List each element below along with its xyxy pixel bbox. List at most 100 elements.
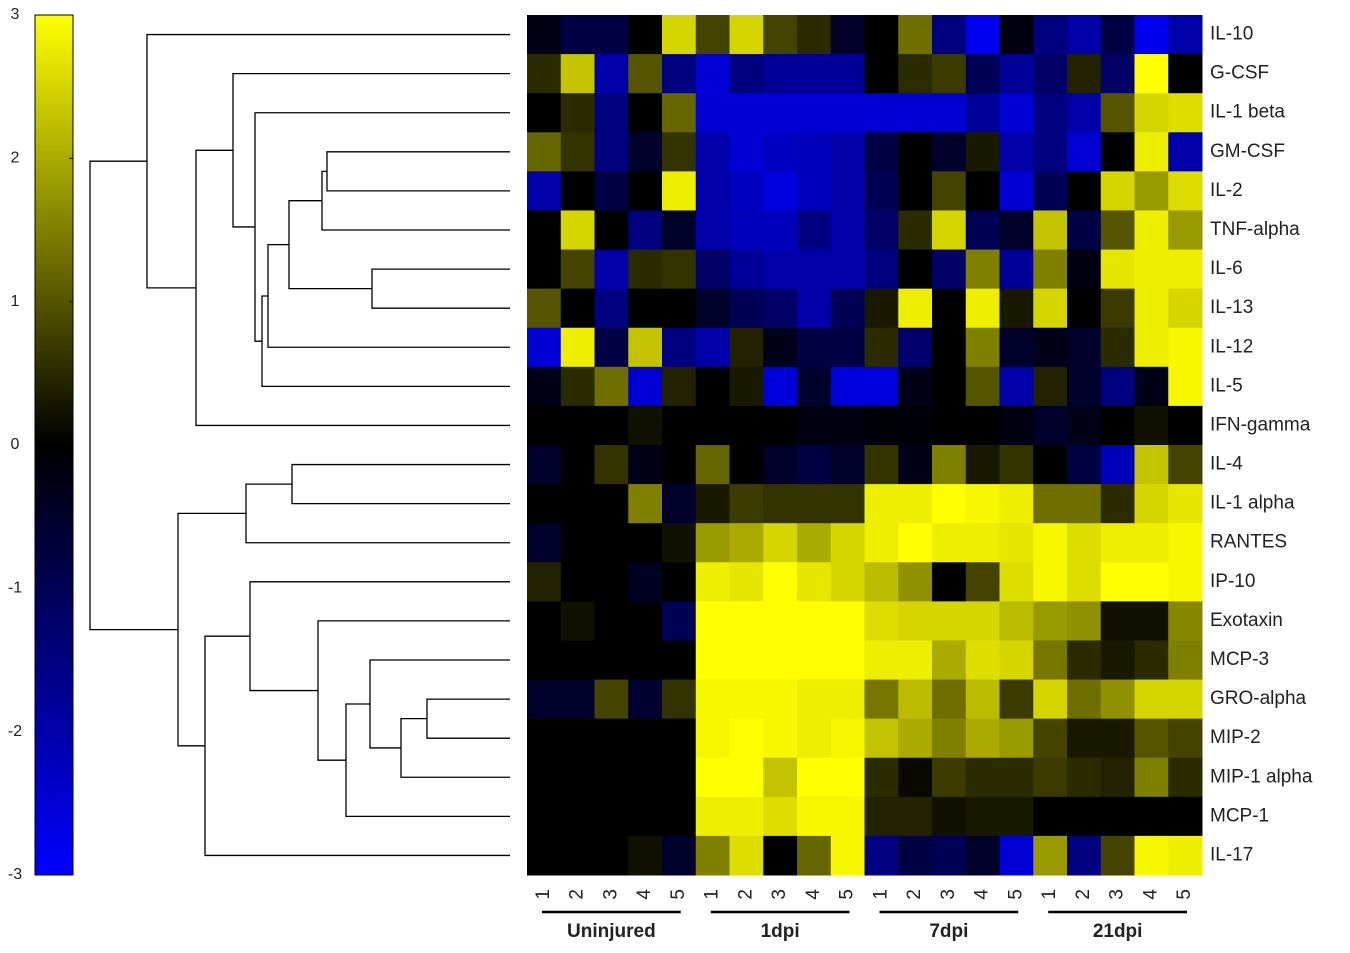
heatmap-cell	[864, 757, 899, 798]
heatmap-cell	[1067, 718, 1102, 759]
heatmap-cell	[864, 484, 899, 524]
heatmap-cell	[729, 15, 764, 55]
heatmap-cell	[1033, 327, 1068, 368]
heatmap-cell	[763, 15, 798, 55]
heatmap-cell	[830, 210, 865, 251]
heatmap-cell	[729, 288, 764, 329]
heatmap-cell	[965, 93, 1000, 133]
heatmap-cell	[830, 796, 865, 837]
heatmap-cell	[1100, 15, 1135, 55]
heatmap-cell	[830, 249, 865, 290]
heatmap-cell	[695, 327, 730, 368]
heatmap-cell	[965, 484, 1000, 524]
heatmap-cell	[932, 796, 967, 837]
heatmap-cell	[695, 210, 730, 251]
heatmap-cell	[1134, 757, 1169, 798]
colorbar	[34, 14, 74, 876]
heatmap-cell	[1168, 640, 1203, 681]
column-label: 1	[702, 889, 723, 900]
dendrogram-branch	[267, 244, 510, 348]
heatmap-cell	[594, 54, 629, 94]
dendrogram-branch	[146, 33, 510, 289]
heatmap-cell	[594, 132, 629, 172]
heatmap-cell	[1100, 171, 1135, 211]
heatmap-cell	[763, 445, 798, 485]
heatmap-cell	[662, 640, 697, 681]
heatmap-cell	[1134, 210, 1169, 251]
heatmap-cell	[965, 405, 1000, 446]
column-label: 4	[972, 889, 993, 900]
heatmap-cell	[1100, 601, 1135, 641]
group-label: 7dpi	[929, 921, 968, 942]
heatmap-cell	[662, 445, 697, 485]
heatmap-cell	[560, 718, 595, 759]
heatmap-cell	[864, 132, 899, 172]
heatmap-cell	[560, 366, 595, 407]
dendrogram-branch	[261, 295, 510, 388]
heatmap-cell	[1168, 601, 1203, 641]
heatmap-cell	[999, 405, 1034, 446]
heatmap-cell	[999, 757, 1034, 798]
heatmap-cell	[864, 288, 899, 329]
heatmap-cell	[1168, 445, 1203, 485]
heatmap-cell	[898, 484, 933, 524]
heatmap-cell	[898, 15, 933, 55]
dendrogram-branch	[204, 635, 510, 857]
heatmap-cell	[965, 132, 1000, 172]
heatmap-cell	[527, 210, 562, 251]
heatmap-cell	[999, 210, 1034, 251]
heatmap-cell	[662, 249, 697, 290]
heatmap-cell	[662, 718, 697, 759]
heatmap-cell	[830, 757, 865, 798]
heatmap-cell	[594, 15, 629, 55]
row-label: IP-10	[1210, 571, 1255, 592]
heatmap-cell	[594, 718, 629, 759]
heatmap-cell	[560, 601, 595, 641]
heatmap-cell	[1067, 15, 1102, 55]
dendrogram-branch	[291, 463, 510, 505]
heatmap-cell	[898, 132, 933, 172]
heatmap-cell	[898, 54, 933, 94]
column-label: 2	[904, 889, 925, 900]
heatmap-cell	[797, 327, 832, 368]
column-label: 2	[735, 889, 756, 900]
heatmap-cell	[830, 601, 865, 641]
heatmap-cell	[527, 132, 562, 172]
row-label: GRO-alpha	[1210, 688, 1307, 709]
row-label: IL-10	[1210, 24, 1253, 45]
heatmap-cell	[1100, 132, 1135, 172]
heatmap-cell	[797, 15, 832, 55]
heatmap-cell	[1033, 171, 1068, 211]
heatmap-cell	[932, 523, 967, 563]
heatmap-cell	[797, 718, 832, 759]
heatmap-cell	[999, 249, 1034, 290]
heatmap-cell	[898, 718, 933, 759]
group-label: 1dpi	[761, 921, 800, 942]
heatmap-cell	[729, 640, 764, 681]
heatmap-cell	[898, 523, 933, 563]
heatmap-cell	[628, 640, 663, 681]
row-label: IL-5	[1210, 375, 1243, 396]
heatmap-cell	[1033, 210, 1068, 251]
column-label: 4	[634, 889, 655, 900]
heatmap-cell	[594, 640, 629, 681]
heatmap-cell	[864, 445, 899, 485]
heatmap-cell	[797, 288, 832, 329]
heatmap-cell	[1100, 93, 1135, 133]
heatmap-cell	[763, 835, 798, 876]
heatmap-cell	[797, 445, 832, 485]
heatmap-cell	[560, 15, 595, 55]
heatmap-cell	[1100, 679, 1135, 720]
heatmap-cell	[797, 54, 832, 94]
heatmap-cell	[560, 523, 595, 563]
heatmap-cell	[695, 835, 730, 876]
heatmap-cell	[898, 171, 933, 211]
heatmap-cell	[999, 835, 1034, 876]
heatmap-cell	[864, 210, 899, 251]
heatmap-cell	[594, 835, 629, 876]
heatmap-cell	[965, 327, 1000, 368]
heatmap-cell	[864, 405, 899, 446]
heatmap-cell	[729, 210, 764, 251]
heatmap-cell	[662, 54, 697, 94]
heatmap-cell	[797, 249, 832, 290]
